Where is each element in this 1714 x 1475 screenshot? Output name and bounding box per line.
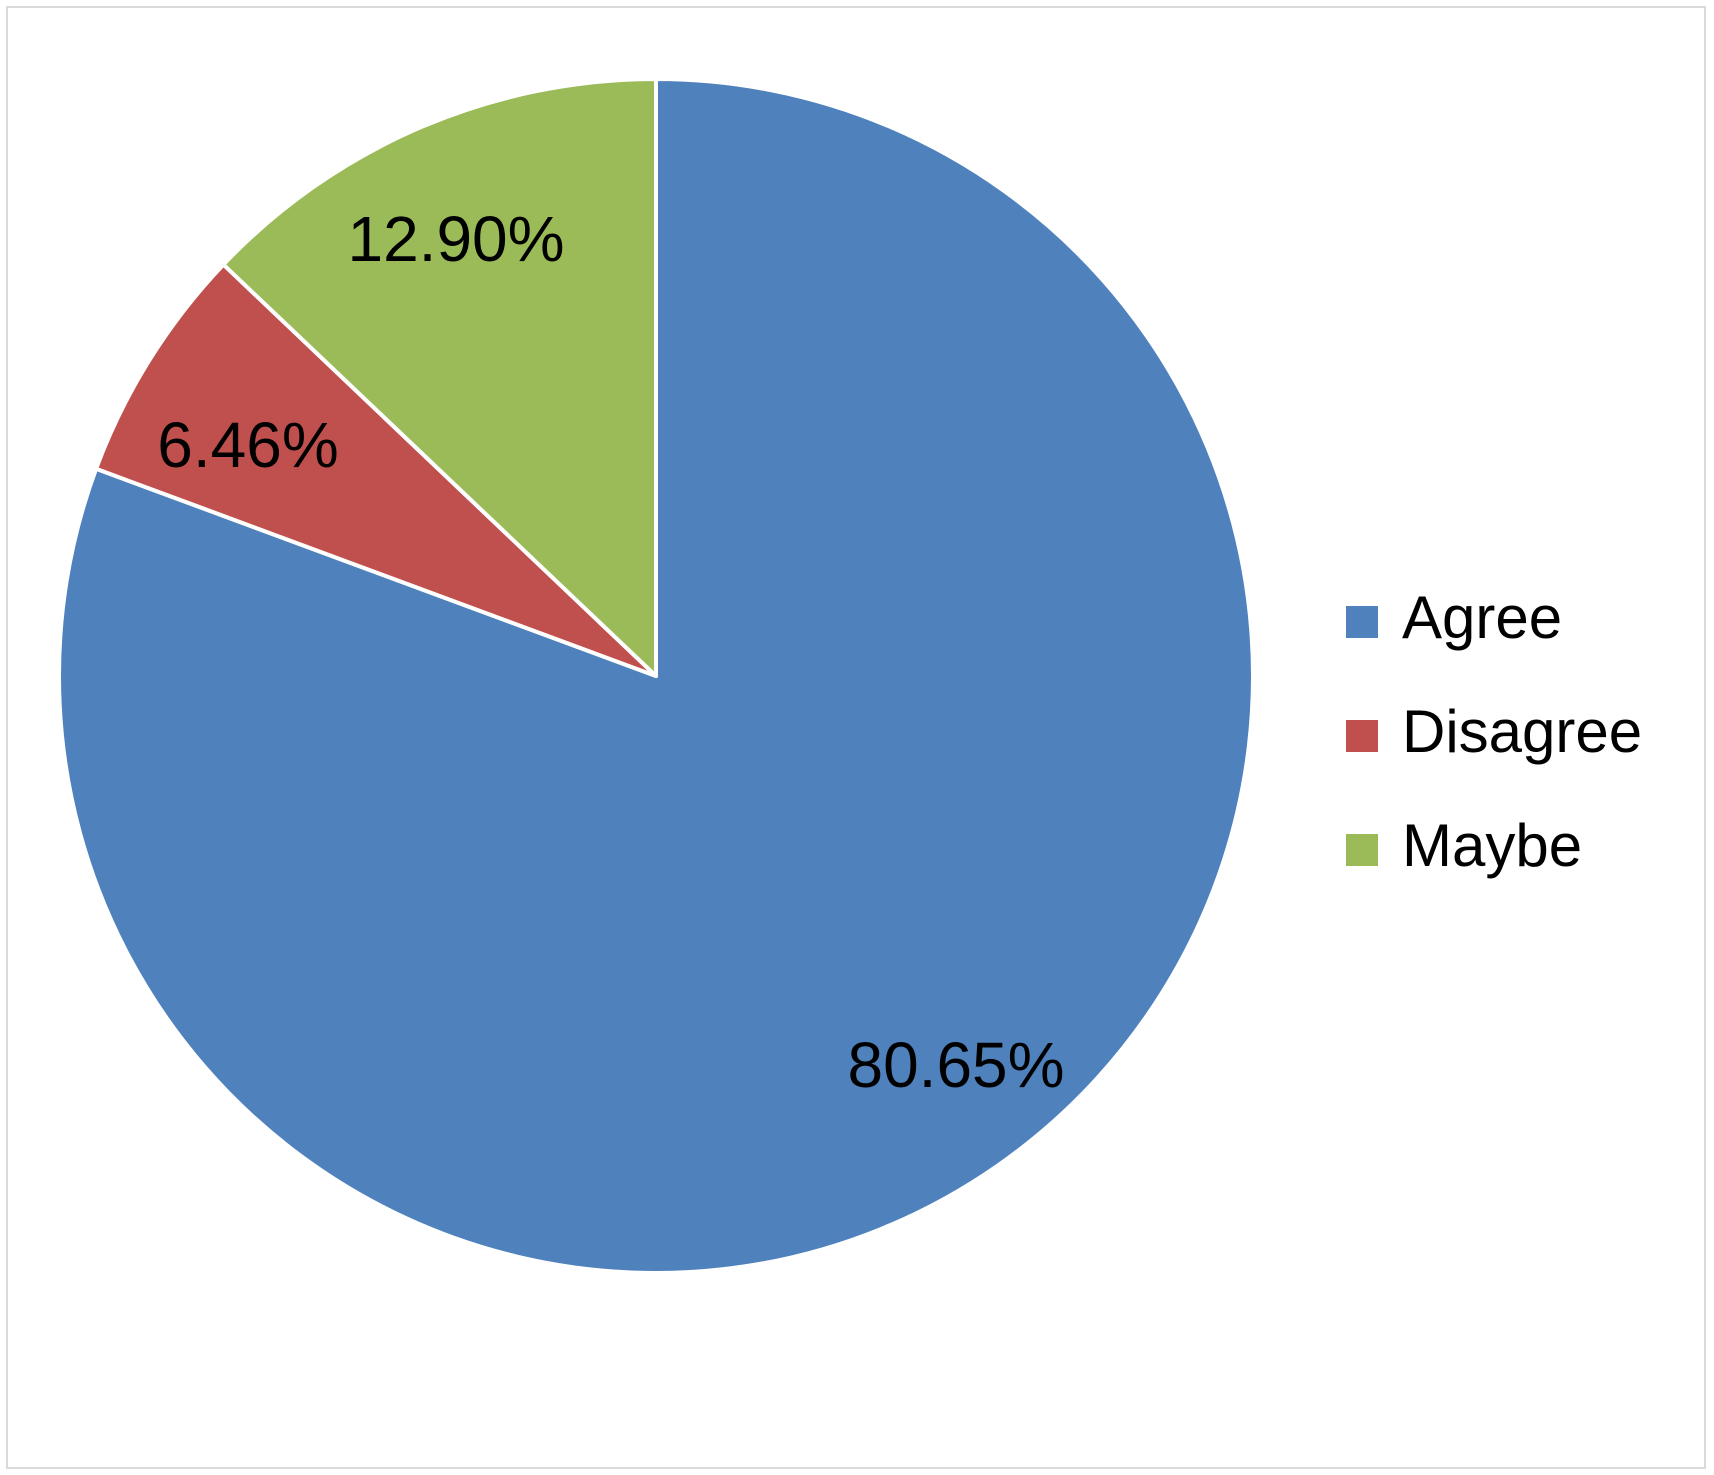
pie-slice-disagree xyxy=(94,262,658,678)
chart-frame: 80.65% 6.46% 12.90% Agree Disagree Maybe xyxy=(6,6,1706,1469)
data-label-agree: 80.65% xyxy=(847,1029,1064,1101)
legend-label-maybe: Maybe xyxy=(1402,812,1582,879)
legend-label-agree: Agree xyxy=(1402,584,1562,651)
legend-swatch-maybe xyxy=(1346,834,1378,866)
pie-slices xyxy=(57,77,1255,1275)
legend: Agree Disagree Maybe xyxy=(1346,584,1642,879)
slice-labels: 80.65% 6.46% 12.90% xyxy=(157,203,1064,1101)
legend-swatch-disagree xyxy=(1346,720,1378,752)
pie-chart: 80.65% 6.46% 12.90% Agree Disagree Maybe xyxy=(57,77,1642,1275)
legend-label-disagree: Disagree xyxy=(1402,698,1642,765)
pie-slice-maybe xyxy=(221,77,658,678)
legend-swatch-agree xyxy=(1346,606,1378,638)
data-label-disagree: 6.46% xyxy=(157,409,338,481)
data-label-maybe: 12.90% xyxy=(347,203,564,275)
